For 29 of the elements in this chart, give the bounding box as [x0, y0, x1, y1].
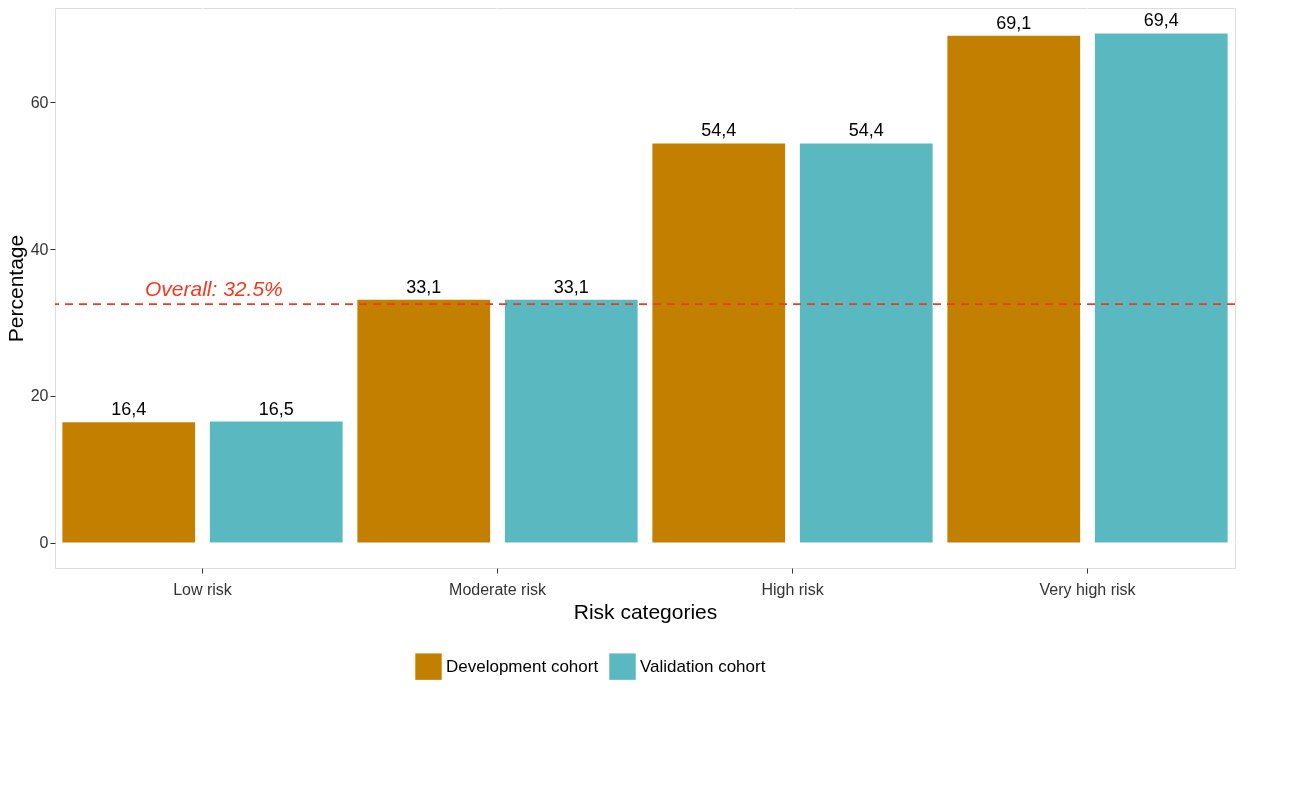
- bar: [947, 35, 1081, 543]
- data-label: 69,4: [1143, 10, 1179, 31]
- bar: [209, 421, 343, 543]
- x-axis-title: Risk categories: [573, 599, 718, 623]
- bar: [1094, 33, 1228, 543]
- legend-label: Validation cohort: [640, 656, 766, 676]
- bar: [799, 143, 933, 543]
- x-tick-label: Very high risk: [1039, 580, 1137, 598]
- data-label: 54,4: [701, 120, 737, 141]
- bar: [504, 299, 638, 543]
- legend-label: Development cohort: [446, 656, 599, 676]
- bar: [652, 143, 786, 543]
- bar: [62, 422, 196, 543]
- y-tick-label: 20: [30, 387, 49, 405]
- x-tick-label: Low risk: [173, 580, 233, 598]
- data-label: 54,4: [848, 120, 884, 141]
- x-tick-label: Moderate risk: [449, 580, 547, 598]
- y-tick-label: 60: [30, 93, 49, 111]
- bar: [357, 299, 491, 543]
- y-tick-label: 0: [39, 534, 49, 552]
- data-label: 16,4: [111, 399, 147, 420]
- ref-line-label: Overall: 32.5%: [145, 277, 283, 301]
- y-axis-title: Percentage: [3, 234, 27, 343]
- data-label: 16,5: [258, 398, 294, 419]
- data-label: 33,1: [406, 276, 442, 297]
- x-tick-label: High risk: [761, 580, 825, 598]
- data-label: 69,1: [996, 12, 1032, 33]
- y-tick-label: 40: [30, 240, 49, 258]
- data-label: 33,1: [553, 276, 589, 297]
